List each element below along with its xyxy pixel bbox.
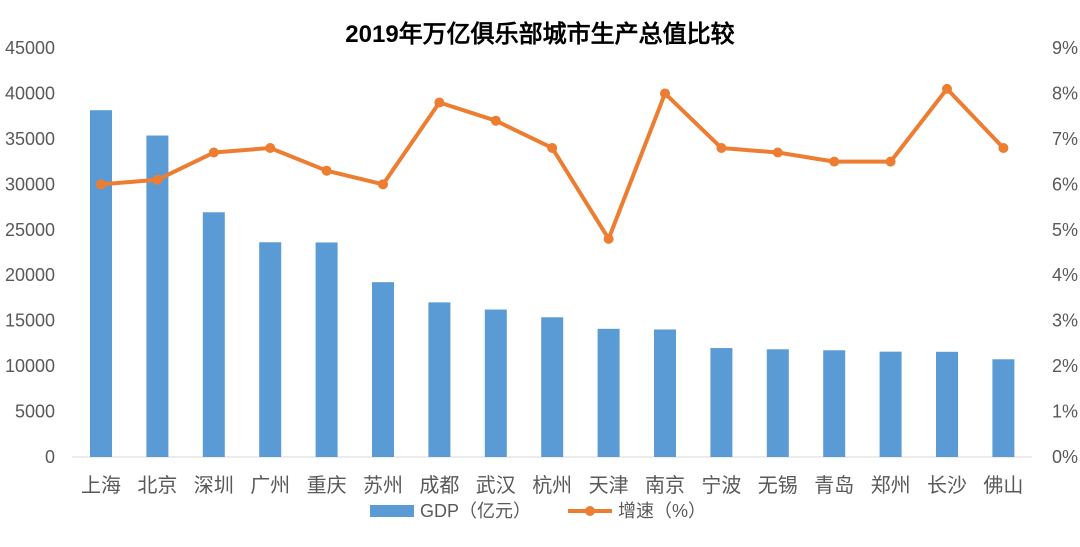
bar-长沙 xyxy=(936,351,958,457)
growth-polyline xyxy=(100,86,1005,241)
bar-无锡 xyxy=(766,349,789,457)
category-label: 苏州 xyxy=(363,474,403,497)
bar-成都 xyxy=(428,302,451,457)
growth-point-无锡 xyxy=(772,147,783,158)
bar-杭州 xyxy=(541,317,564,457)
bar-宁波 xyxy=(710,348,733,457)
growth-point-上海 xyxy=(96,179,106,190)
x-axis-labels: 上海 北京 深圳 广州 重庆 苏州 成都 武汉 杭州 天津 南京 宁波 无锡 青岛 郑州 长沙 佛山 xyxy=(81,474,1023,497)
growth-point-深圳 xyxy=(208,147,219,158)
bar-苏州 xyxy=(372,282,394,457)
legend-growth-label: 增速（%） xyxy=(618,501,706,521)
growth-point-天津 xyxy=(603,233,614,244)
legend-gdp-label: GDP（亿元） xyxy=(420,501,531,521)
left-tick-label: 15000 xyxy=(5,311,55,331)
left-tick-label: 45000 xyxy=(5,38,55,58)
category-label: 杭州 xyxy=(532,474,572,497)
category-label: 宁波 xyxy=(701,474,741,497)
right-tick-label: 8% xyxy=(1052,83,1078,103)
right-tick-label: 1% xyxy=(1052,402,1078,422)
left-axis: 0 5000 10000 15000 20000 25000 30000 35000 40000… xyxy=(5,38,55,467)
category-label: 青岛 xyxy=(814,474,854,497)
right-tick-label: 7% xyxy=(1052,129,1078,149)
growth-point-苏州 xyxy=(378,179,388,190)
growth-point-长沙 xyxy=(942,83,952,94)
growth-point-杭州 xyxy=(547,142,558,153)
bar-深圳 xyxy=(202,212,225,457)
growth-point-成都 xyxy=(434,97,445,108)
bar-南京 xyxy=(654,329,676,457)
right-tick-label: 5% xyxy=(1052,220,1078,240)
bar-武汉 xyxy=(484,309,507,457)
growth-point-北京 xyxy=(152,174,163,185)
category-label: 深圳 xyxy=(194,474,234,497)
category-label: 北京 xyxy=(137,474,177,497)
gdp-bars xyxy=(90,110,1015,458)
bar-重庆 xyxy=(315,242,338,457)
category-label: 南京 xyxy=(645,474,685,497)
legend-gdp-swatch xyxy=(370,505,414,517)
growth-point-武汉 xyxy=(490,115,501,126)
category-label: 武汉 xyxy=(476,474,516,497)
growth-point-宁波 xyxy=(716,142,727,153)
bar-广州 xyxy=(259,242,282,457)
growth-point-郑州 xyxy=(885,156,896,167)
bar-郑州 xyxy=(879,351,902,457)
growth-point-南京 xyxy=(660,88,670,99)
chart-title: 2019年万亿俱乐部城市生产总值比较 xyxy=(345,20,734,48)
growth-point-佛山 xyxy=(998,142,1009,153)
legend-growth-marker xyxy=(585,506,595,516)
growth-point-广州 xyxy=(265,142,276,153)
left-tick-label: 10000 xyxy=(5,356,55,376)
category-label: 上海 xyxy=(81,474,121,497)
category-label: 天津 xyxy=(589,474,629,497)
left-tick-label: 5000 xyxy=(15,402,55,422)
growth-line xyxy=(96,83,1009,244)
growth-point-青岛 xyxy=(829,156,840,167)
left-tick-label: 40000 xyxy=(5,83,55,103)
right-axis: 0% 1% 2% 3% 4% 5% 6% 7% 8% 9% xyxy=(1052,38,1078,467)
category-label: 无锡 xyxy=(758,474,798,497)
right-tick-label: 0% xyxy=(1052,447,1078,467)
bar-上海 xyxy=(90,110,112,458)
legend: GDP（亿元） 增速（%） xyxy=(370,501,706,521)
left-tick-label: 25000 xyxy=(5,220,55,240)
category-label: 佛山 xyxy=(983,474,1023,497)
bar-天津 xyxy=(597,328,620,457)
left-tick-label: 20000 xyxy=(5,265,55,285)
right-tick-label: 2% xyxy=(1052,356,1078,376)
growth-point-重庆 xyxy=(321,165,332,176)
category-label: 广州 xyxy=(250,474,290,497)
right-tick-label: 9% xyxy=(1052,38,1078,58)
right-tick-label: 6% xyxy=(1052,174,1078,194)
left-tick-label: 0 xyxy=(45,447,55,467)
bar-青岛 xyxy=(823,350,846,457)
category-label: 成都 xyxy=(419,474,459,497)
bar-佛山 xyxy=(992,359,1015,457)
bar-北京 xyxy=(146,135,169,457)
category-label: 郑州 xyxy=(871,474,911,497)
left-tick-label: 35000 xyxy=(5,129,55,149)
right-tick-label: 3% xyxy=(1052,311,1078,331)
right-tick-label: 4% xyxy=(1052,265,1078,285)
left-tick-label: 30000 xyxy=(5,174,55,194)
category-label: 长沙 xyxy=(927,474,967,497)
category-label: 重庆 xyxy=(307,474,347,497)
